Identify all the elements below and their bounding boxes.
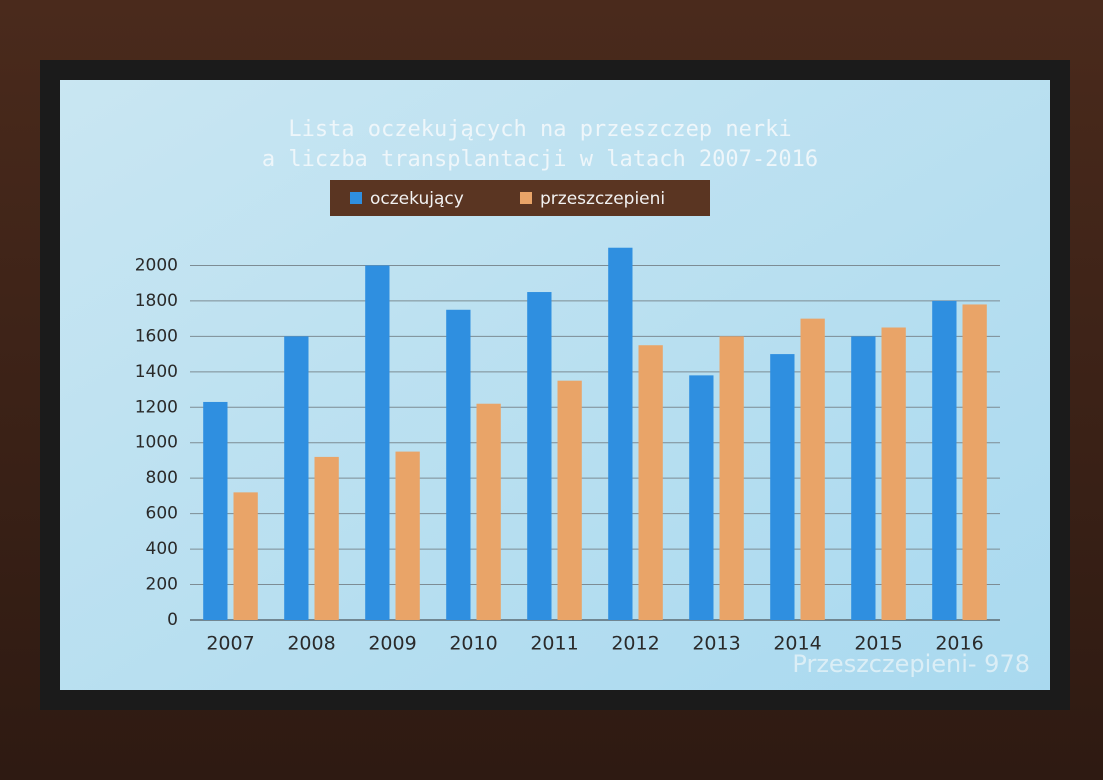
bar <box>314 456 339 620</box>
bar <box>446 309 471 620</box>
x-tick-label: 2010 <box>449 633 497 655</box>
annotation: Przeszczepieni- 978 <box>792 650 1030 678</box>
y-tick-label: 1200 <box>135 397 178 417</box>
x-tick-label: 2011 <box>530 633 578 655</box>
bar <box>203 401 228 620</box>
legend-swatch <box>350 192 362 204</box>
y-tick-label: 800 <box>146 468 178 488</box>
legend-label: oczekujący <box>370 189 464 209</box>
bar <box>557 380 582 620</box>
chart-title: a liczba transplantacji w latach 2007-20… <box>262 147 818 172</box>
bar <box>527 292 552 620</box>
y-tick-label: 1800 <box>135 291 178 311</box>
y-tick-label: 400 <box>146 539 178 559</box>
bar <box>638 345 663 620</box>
x-tick-label: 2009 <box>368 633 416 655</box>
legend-label: przeszczepieni <box>540 189 665 209</box>
bar <box>719 336 744 620</box>
x-tick-label: 2014 <box>773 633 821 655</box>
y-tick-label: 1600 <box>135 326 178 346</box>
y-tick-label: 1400 <box>135 362 178 382</box>
bar <box>881 327 906 620</box>
bar <box>476 403 501 620</box>
bar <box>770 354 795 620</box>
y-tick-label: 200 <box>146 575 178 595</box>
y-tick-label: 1000 <box>135 433 178 453</box>
bar <box>284 336 309 620</box>
bar <box>800 318 825 620</box>
bar <box>608 247 633 620</box>
y-tick-label: 600 <box>146 504 178 524</box>
bar <box>395 451 420 620</box>
x-tick-label: 2012 <box>611 633 659 655</box>
x-tick-label: 2008 <box>287 633 335 655</box>
bar <box>233 492 258 620</box>
bar <box>962 304 987 620</box>
y-tick-label: 0 <box>167 610 178 630</box>
x-tick-label: 2007 <box>206 633 254 655</box>
x-tick-label: 2015 <box>854 633 902 655</box>
legend-swatch <box>520 192 532 204</box>
y-tick-label: 2000 <box>135 255 178 275</box>
bar <box>689 375 714 620</box>
bar <box>365 265 390 620</box>
chart-title: Lista oczekujących na przeszczep nerki <box>288 117 791 142</box>
x-tick-label: 2016 <box>935 633 983 655</box>
bar <box>851 336 876 620</box>
x-tick-label: 2013 <box>692 633 740 655</box>
bar <box>932 300 957 620</box>
